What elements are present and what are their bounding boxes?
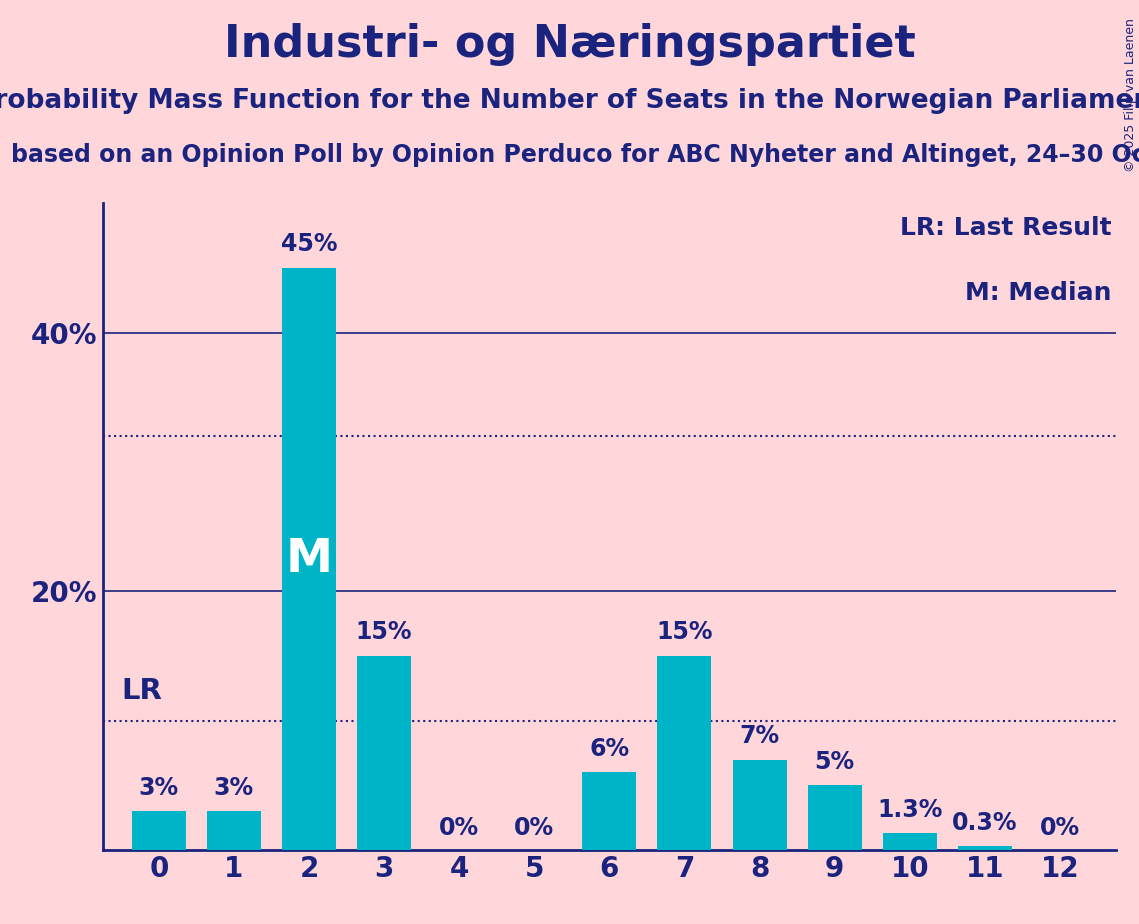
- Text: 0%: 0%: [514, 816, 555, 840]
- Text: 0%: 0%: [440, 816, 480, 840]
- Text: 3%: 3%: [214, 775, 254, 799]
- Text: M: M: [286, 537, 333, 581]
- Bar: [808, 785, 862, 850]
- Text: 5%: 5%: [814, 749, 854, 773]
- Text: 7%: 7%: [739, 723, 779, 748]
- Text: 3%: 3%: [139, 775, 179, 799]
- Text: 15%: 15%: [355, 620, 412, 644]
- Bar: [582, 772, 637, 850]
- Bar: [357, 656, 411, 850]
- Text: 0%: 0%: [1040, 816, 1080, 840]
- Text: Industri- og Næringspartiet: Industri- og Næringspartiet: [223, 23, 916, 67]
- Text: Probability Mass Function for the Number of Seats in the Norwegian Parliament: Probability Mass Function for the Number…: [0, 88, 1139, 114]
- Bar: [657, 656, 712, 850]
- Text: LR: LR: [121, 677, 162, 705]
- Text: 1.3%: 1.3%: [877, 797, 942, 821]
- Bar: [883, 833, 936, 850]
- Text: based on an Opinion Poll by Opinion Perduco for ABC Nyheter and Altinget, 24–30 : based on an Opinion Poll by Opinion Perd…: [11, 143, 1139, 167]
- Text: M: Median: M: Median: [965, 281, 1112, 305]
- Text: 6%: 6%: [589, 736, 630, 760]
- Bar: [732, 760, 787, 850]
- Bar: [132, 811, 186, 850]
- Text: © 2025 Filip van Laenen: © 2025 Filip van Laenen: [1124, 18, 1137, 173]
- Bar: [282, 268, 336, 850]
- Bar: [207, 811, 261, 850]
- Text: 45%: 45%: [280, 232, 337, 256]
- Text: 0.3%: 0.3%: [952, 810, 1017, 834]
- Text: 15%: 15%: [656, 620, 713, 644]
- Bar: [958, 846, 1011, 850]
- Text: LR: Last Result: LR: Last Result: [900, 216, 1112, 240]
